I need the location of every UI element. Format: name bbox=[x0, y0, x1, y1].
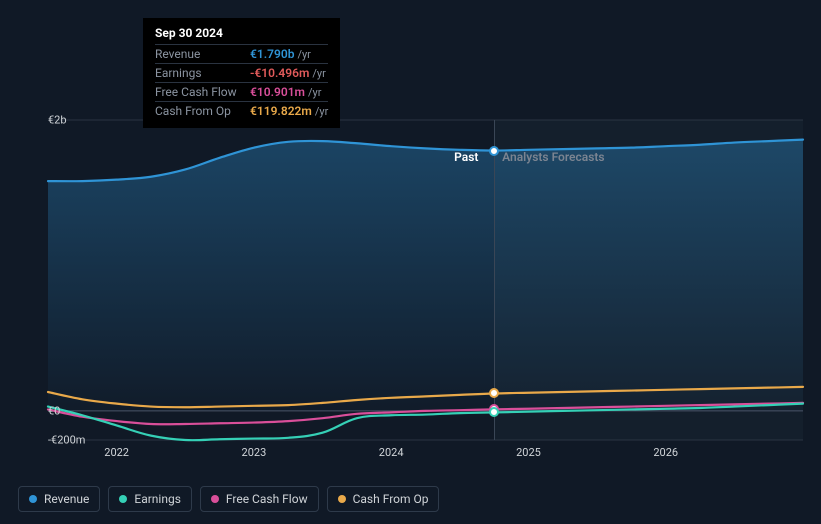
legend-item-earnings[interactable]: Earnings bbox=[108, 486, 192, 512]
tooltip-row-label: Revenue bbox=[155, 47, 250, 61]
legend-item-label: Earnings bbox=[134, 492, 181, 506]
legend-dot-icon bbox=[338, 495, 346, 503]
forecast-section-label: Analysts Forecasts bbox=[502, 150, 604, 164]
tooltip-row-value: €1.790b bbox=[250, 47, 294, 61]
legend-dot-icon bbox=[29, 495, 37, 503]
x-axis-tick-label: 2023 bbox=[242, 446, 267, 459]
series-marker-cashFromOp bbox=[489, 388, 499, 398]
x-axis-tick-label: 2024 bbox=[379, 446, 404, 459]
tooltip-row: Revenue€1.790b/yr bbox=[155, 44, 328, 63]
series-marker-revenue bbox=[489, 146, 499, 156]
tooltip-row-suffix: /yr bbox=[297, 48, 310, 61]
x-axis-tick-label: 2026 bbox=[653, 446, 678, 459]
tooltip-row-suffix: /yr bbox=[312, 67, 325, 80]
data-tooltip: Sep 30 2024 Revenue€1.790b/yrEarnings-€1… bbox=[143, 18, 340, 128]
tooltip-date: Sep 30 2024 bbox=[155, 26, 328, 40]
tooltip-row-value: €119.822m bbox=[250, 104, 312, 118]
x-axis-tick-label: 2022 bbox=[104, 446, 129, 459]
x-axis-labels: 2022 2023 2024 2025 2026 bbox=[48, 446, 803, 466]
tooltip-row-suffix: /yr bbox=[315, 105, 328, 118]
legend-item-cashFromOp[interactable]: Cash From Op bbox=[327, 486, 440, 512]
legend-item-label: Cash From Op bbox=[353, 492, 429, 506]
tooltip-row: Free Cash Flow€10.901m/yr bbox=[155, 82, 328, 101]
tooltip-row: Earnings-€10.496m/yr bbox=[155, 63, 328, 82]
legend-item-label: Free Cash Flow bbox=[226, 492, 308, 506]
series-marker-earnings bbox=[489, 407, 499, 417]
tooltip-row-label: Earnings bbox=[155, 66, 250, 80]
tooltip-row: Cash From Op€119.822m/yr bbox=[155, 101, 328, 120]
legend-dot-icon bbox=[119, 495, 127, 503]
x-axis-tick-label: 2025 bbox=[516, 446, 541, 459]
tooltip-row-suffix: /yr bbox=[308, 86, 321, 99]
legend-dot-icon bbox=[211, 495, 219, 503]
tooltip-row-label: Cash From Op bbox=[155, 104, 250, 118]
legend-item-revenue[interactable]: Revenue bbox=[18, 486, 100, 512]
legend: Revenue Earnings Free Cash Flow Cash From O… bbox=[18, 486, 439, 512]
chart-plot-area bbox=[48, 120, 803, 440]
tooltip-row-label: Free Cash Flow bbox=[155, 85, 250, 99]
tooltip-row-value: -€10.496m bbox=[250, 66, 309, 80]
tooltip-row-value: €10.901m bbox=[250, 85, 305, 99]
past-section-label: Past bbox=[454, 150, 478, 164]
legend-item-label: Revenue bbox=[44, 492, 89, 506]
legend-item-freeCashFlow[interactable]: Free Cash Flow bbox=[200, 486, 319, 512]
chart-svg bbox=[48, 120, 803, 440]
